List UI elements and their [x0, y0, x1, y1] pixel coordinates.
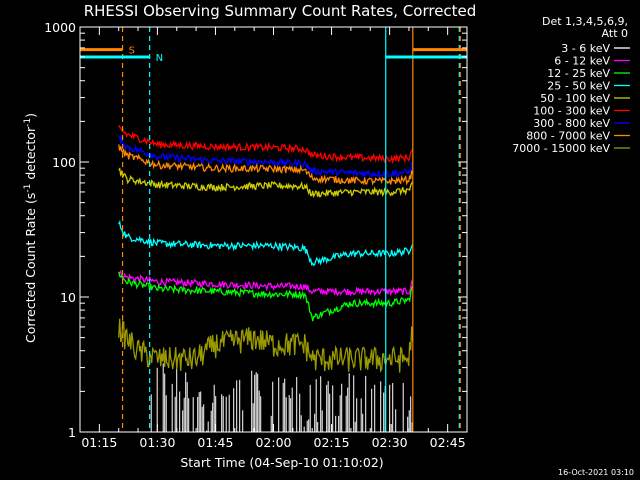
y-tick-label-1: 10	[60, 290, 76, 305]
series-path-0	[150, 363, 413, 432]
series-8	[118, 318, 414, 373]
series-7	[118, 144, 414, 186]
series-5	[118, 125, 414, 165]
legend-entry-label-5: 100 - 300 keV	[533, 105, 610, 118]
legend-entry-label-7: 800 - 7000 keV	[526, 130, 610, 143]
series-path-5	[118, 125, 414, 165]
series-path-3	[118, 220, 414, 267]
series-0	[150, 363, 413, 432]
y-axis-label-sup1: -1	[23, 184, 33, 193]
series-path-7	[118, 144, 414, 186]
series-path-2	[118, 271, 414, 322]
x-tick-label-6: 02:45	[430, 435, 466, 450]
x-tick-label-0: 01:15	[81, 435, 117, 450]
legend-entry-label-2: 12 - 25 keV	[547, 67, 610, 80]
series-path-6	[118, 135, 414, 179]
legend-entry-label-4: 50 - 100 keV	[540, 92, 610, 105]
legend-entry-label-8: 7000 - 15000 keV	[512, 142, 610, 155]
series-4	[118, 167, 414, 199]
y-axis-label: Corrected Count Rate (s-1 detector-1)	[23, 113, 38, 343]
x-tick-label-3: 02:00	[255, 435, 291, 450]
x-tick-label-4: 02:15	[314, 435, 350, 450]
legend-entry-label-0: 3 - 6 keV	[561, 42, 610, 55]
y-tick-label-0: 1	[68, 425, 76, 440]
flag-label-N: N	[156, 53, 163, 64]
y-tick-label-2: 100	[52, 155, 76, 170]
y-axis-label-sup2: -1	[23, 118, 33, 127]
legend-entry-label-1: 6 - 12 keV	[554, 55, 610, 68]
flag-label-S: S	[129, 46, 135, 57]
x-tick-label-5: 02:30	[372, 435, 408, 450]
x-tick-label-1: 01:30	[139, 435, 175, 450]
chart-title: RHESSI Observing Summary Count Rates, Co…	[84, 2, 477, 20]
series-3	[118, 220, 414, 267]
y-axis-label-main: Corrected Count Rate (s	[23, 193, 38, 343]
series-path-4	[118, 167, 414, 199]
y-axis-label-mid: detector	[23, 126, 38, 184]
legend-header-line1: Det 1,3,4,5,6,9,	[542, 15, 628, 28]
x-axis-label: Start Time (04-Sep-10 01:10:02)	[180, 455, 383, 470]
legend-entry-label-6: 300 - 800 keV	[533, 117, 610, 130]
y-axis-label-end: )	[23, 113, 38, 118]
series-6	[118, 135, 414, 179]
x-tick-label-2: 01:45	[197, 435, 233, 450]
x-axis-ticks: 01:15 01:30 01:45 02:00 02:15 02:30 02:45	[79, 27, 468, 450]
series-1	[118, 269, 414, 297]
flags-layer: SN	[80, 27, 467, 432]
generation-timestamp: 16-Oct-2021 03:10	[558, 468, 634, 477]
legend-entry-label-3: 25 - 50 keV	[547, 80, 610, 93]
y-axis-ticks: 1 10 100 1000	[44, 20, 467, 440]
y-tick-label-3: 1000	[44, 20, 76, 35]
series-layer	[118, 125, 414, 432]
legend-header-line2: Att 0	[602, 27, 628, 40]
series-path-8	[118, 318, 414, 373]
series-2	[118, 271, 414, 322]
series-path-1	[118, 269, 414, 297]
